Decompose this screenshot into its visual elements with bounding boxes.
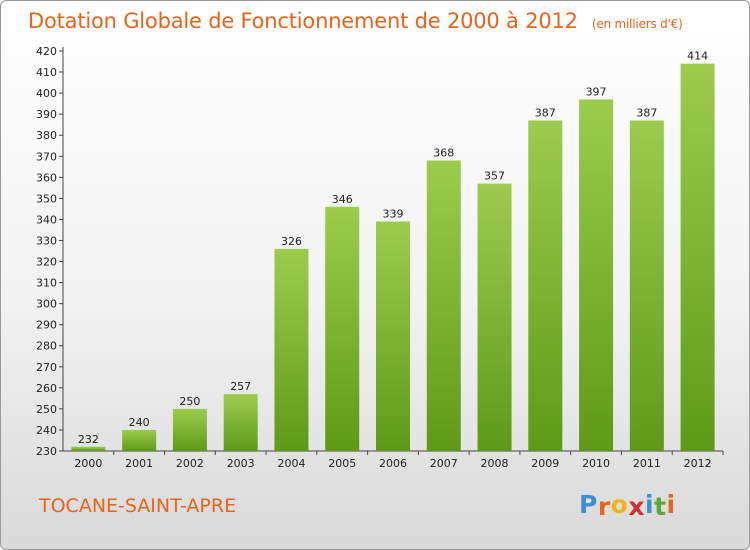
bar-2008 [477, 183, 512, 451]
x-tick-label-2005: 2005 [328, 457, 356, 470]
y-tick-label: 410 [36, 66, 57, 79]
logo-letter: x [628, 492, 645, 521]
logo-letter: i [666, 490, 676, 519]
bar-2012 [680, 63, 715, 451]
value-label-2009: 387 [535, 106, 556, 119]
value-label-2006: 339 [383, 208, 404, 221]
y-tick-label: 260 [36, 382, 57, 395]
bars [71, 63, 715, 451]
y-tick-label: 250 [36, 403, 57, 416]
y-tick-label: 340 [36, 213, 57, 226]
y-tick-label: 360 [36, 171, 57, 184]
y-tick-label: 350 [36, 192, 57, 205]
x-tick-label-2012: 2012 [684, 457, 712, 470]
y-tick-label: 390 [36, 108, 57, 121]
logo-letter: o [610, 490, 629, 519]
x-tick-label-2006: 2006 [379, 457, 407, 470]
bar-2003 [223, 394, 258, 451]
logo-letter: i [645, 490, 655, 519]
value-label-2002: 250 [179, 395, 200, 408]
y-axis: 230 240 250 260 270 280 290 300 310 320 330 340 350 3… [36, 45, 64, 458]
value-label-2010: 397 [586, 85, 607, 98]
proxiti-logo: Proxiti [579, 490, 676, 521]
x-tick-label-2011: 2011 [633, 457, 661, 470]
y-tick-label: 420 [36, 45, 57, 58]
value-labels: 232 240 250 257 326 346 339 368 357 387 397 387 414 [78, 50, 708, 446]
y-tick-label: 330 [36, 234, 57, 247]
value-label-2005: 346 [332, 193, 353, 206]
x-tick-label-2000: 2000 [74, 457, 102, 470]
bar-2005 [325, 206, 360, 451]
bar-2011 [629, 120, 664, 451]
bar-2009 [528, 120, 563, 451]
y-tick-label: 400 [36, 87, 57, 100]
logo-letter: r [597, 492, 611, 521]
x-tick-label-2004: 2004 [277, 457, 305, 470]
value-label-2012: 414 [687, 50, 708, 63]
value-label-2004: 326 [281, 235, 302, 248]
chart-title-text: Dotation Globale de Fonctionnement de 20… [28, 9, 578, 33]
x-tick-label-2001: 2001 [125, 457, 153, 470]
x-tick-label-2003: 2003 [227, 457, 255, 470]
bar-2002 [172, 408, 207, 451]
commune-name: TOCANE-SAINT-APRE [39, 495, 237, 517]
y-tick-label: 230 [36, 445, 57, 458]
x-tick-label-2002: 2002 [176, 457, 204, 470]
y-tick-label: 270 [36, 361, 57, 374]
y-tick-label: 370 [36, 150, 57, 163]
y-tick-label: 290 [36, 319, 57, 332]
y-tick-label: 380 [36, 129, 57, 142]
chart-title: Dotation Globale de Fonctionnement de 20… [28, 9, 683, 33]
y-tick-label: 320 [36, 256, 57, 269]
value-label-2007: 368 [433, 146, 454, 159]
x-tick-label-2010: 2010 [582, 457, 610, 470]
logo-letter: P [579, 490, 598, 519]
value-label-2003: 257 [230, 380, 251, 393]
logo-letter: t [654, 492, 667, 521]
bar-2007 [426, 160, 461, 451]
x-tick-label-2007: 2007 [430, 457, 458, 470]
x-axis: 2000 2001 2002 2003 2004 2005 2006 2007 2008 2009… [63, 450, 724, 470]
y-tick-label: 310 [36, 277, 57, 290]
bar-2001 [122, 429, 157, 451]
value-label-2011: 387 [636, 106, 657, 119]
y-tick-label: 300 [36, 298, 57, 311]
y-tick-label: 240 [36, 424, 57, 437]
value-label-2001: 240 [129, 416, 150, 429]
bar-2010 [579, 99, 614, 451]
x-tick-label-2009: 2009 [531, 457, 559, 470]
value-label-2000: 232 [78, 433, 99, 446]
chart-subtitle: (en milliers d'€) [591, 17, 683, 31]
bar-2006 [376, 221, 410, 451]
value-label-2008: 357 [484, 170, 505, 183]
bar-2004 [274, 248, 309, 451]
y-tick-label: 280 [36, 340, 57, 353]
bar-2000 [71, 446, 106, 451]
x-tick-label-2008: 2008 [481, 457, 509, 470]
